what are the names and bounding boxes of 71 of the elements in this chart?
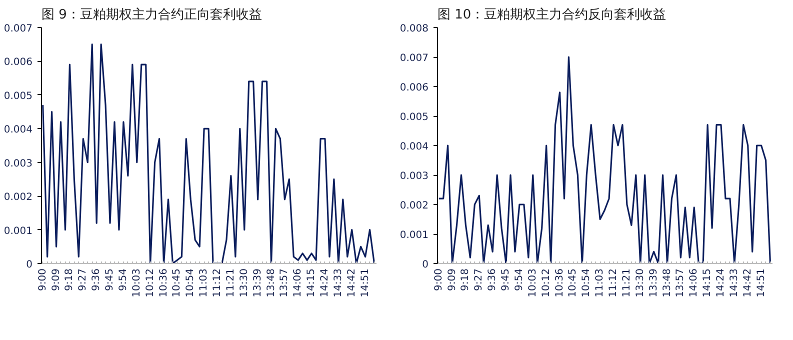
x-tick-label: 9:36: [91, 268, 102, 291]
x-tick-label: 9:18: [460, 268, 472, 291]
y-tick-label: 0.004: [4, 124, 33, 136]
chart-title: 图 10：豆粕期权主力合约反向套利收益: [438, 6, 666, 22]
y-tick-label: 0.006: [400, 82, 429, 94]
x-tick-label: 10:36: [554, 268, 566, 298]
chart-title: 图 9：豆粕期权主力合约正向套利收益: [42, 6, 262, 22]
x-tick-label: 14:51: [360, 268, 371, 298]
x-tick-label: 13:39: [648, 268, 660, 298]
x-tick-label: 13:30: [634, 268, 646, 298]
x-tick-label: 14:42: [742, 268, 754, 298]
x-tick-label: 14:06: [292, 268, 304, 298]
y-tick-label: 0: [422, 260, 429, 270]
x-tick-label: 10:45: [568, 268, 579, 298]
x-tick-label: 10:54: [581, 268, 592, 298]
x-tick-label: 10:03: [131, 268, 142, 298]
x-tick-label: 14:51: [756, 268, 767, 298]
x-tick-label: 10:03: [527, 268, 538, 298]
x-tick-label: 9:18: [64, 268, 76, 291]
x-tick-label: 9:27: [474, 268, 485, 291]
x-tick-label: 13:30: [238, 268, 250, 298]
x-tick-label: 9:36: [487, 268, 498, 291]
y-tick-label: 0.007: [400, 53, 429, 64]
x-tick-label: 13:57: [675, 268, 686, 298]
y-tick-label: 0.002: [4, 192, 33, 204]
x-tick-label: 13:48: [266, 268, 277, 298]
y-tick-label: 0.003: [400, 171, 429, 182]
y-tick-label: 0.002: [400, 200, 429, 212]
y-tick-label: 0.006: [4, 57, 33, 68]
x-tick-label: 9:09: [446, 268, 458, 291]
x-tick-label: 10:54: [185, 268, 196, 298]
x-tick-label: 13:48: [662, 268, 673, 298]
x-tick-label: 14:33: [332, 268, 344, 298]
y-tick-label: 0.008: [400, 24, 429, 34]
y-tick-label: 0: [26, 260, 33, 270]
x-tick-label: 14:15: [702, 268, 714, 298]
x-tick-label: 13:39: [252, 268, 264, 298]
y-tick-label: 0.005: [4, 90, 33, 102]
x-tick-label: 11:21: [225, 268, 236, 298]
x-tick-label: 9:54: [118, 268, 129, 291]
x-tick-label: 9:00: [433, 268, 444, 291]
y-tick-label: 0.003: [4, 158, 33, 170]
x-tick-label: 9:54: [514, 268, 525, 291]
x-tick-label: 10:12: [540, 268, 552, 298]
x-tick-label: 10:45: [172, 268, 183, 298]
x-tick-label: 9:09: [50, 268, 62, 291]
x-tick-label: 9:27: [78, 268, 89, 291]
x-tick-label: 11:21: [621, 268, 632, 298]
x-tick-label: 11:03: [198, 268, 210, 298]
x-tick-label: 11:12: [212, 268, 224, 298]
x-tick-label: 14:15: [306, 268, 318, 298]
x-tick-label: 13:57: [279, 268, 290, 298]
y-tick-label: 0.001: [400, 230, 429, 241]
x-tick-label: 11:03: [594, 268, 606, 298]
x-tick-label: 10:12: [144, 268, 156, 298]
x-tick-label: 14:24: [715, 268, 726, 298]
x-tick-label: 10:36: [158, 268, 170, 298]
x-tick-label: 14:42: [346, 268, 358, 298]
x-tick-label: 9:45: [500, 268, 512, 291]
x-tick-label: 14:24: [319, 268, 330, 298]
y-tick-label: 0.005: [400, 112, 429, 123]
x-tick-label: 14:33: [728, 268, 740, 298]
x-tick-label: 11:12: [608, 268, 620, 298]
line-series: [42, 44, 376, 264]
x-tick-label: 9:00: [37, 268, 48, 291]
y-tick-label: 0.007: [4, 24, 33, 34]
line-series: [438, 56, 772, 264]
x-tick-label: 14:06: [688, 268, 700, 298]
y-tick-label: 0.004: [400, 142, 429, 152]
y-tick-label: 0.001: [4, 226, 33, 237]
x-tick-label: 9:45: [104, 268, 116, 291]
